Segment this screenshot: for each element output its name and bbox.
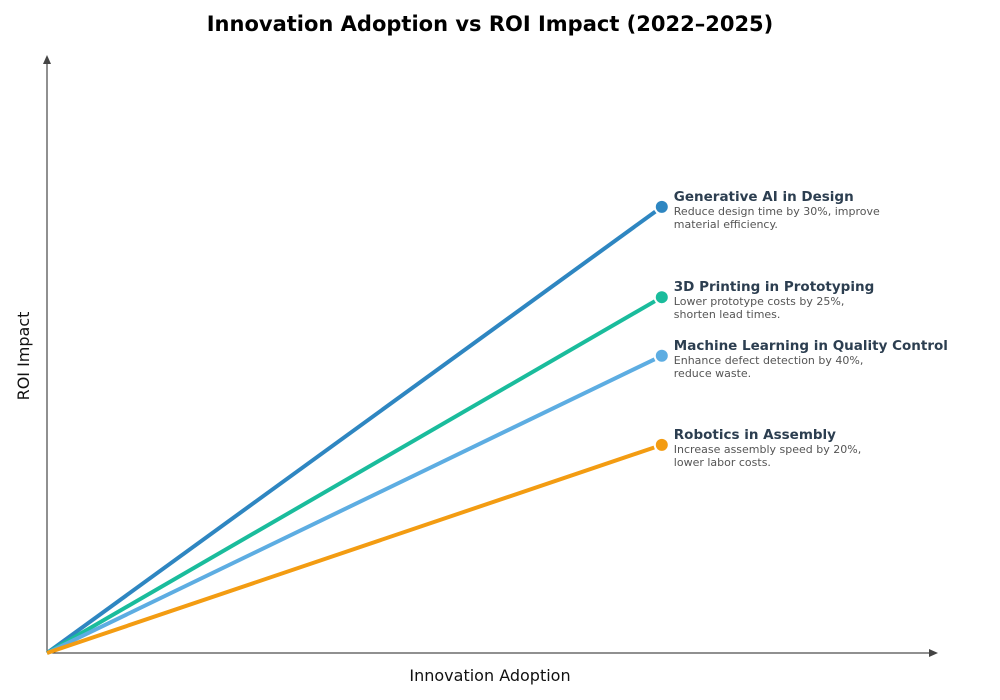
- y-axis-label: ROI Impact: [14, 312, 33, 401]
- series-description: Lower prototype costs by 25%,: [674, 295, 845, 308]
- series-line: [45, 209, 657, 655]
- series-line: [45, 299, 656, 655]
- series-label: 3D Printing in Prototyping: [674, 279, 874, 295]
- series-label: Robotics in Assembly: [674, 427, 836, 443]
- series-line: [46, 357, 656, 655]
- series-label: Machine Learning in Quality Control: [674, 338, 948, 354]
- series-description: lower labor costs.: [674, 456, 771, 469]
- series-end-marker: [655, 291, 668, 304]
- series-label: Generative AI in Design: [674, 189, 854, 205]
- series-description: Increase assembly speed by 20%,: [674, 443, 861, 456]
- y-axis-arrow-icon: [43, 55, 51, 64]
- x-axis-label: Innovation Adoption: [409, 666, 570, 685]
- series-description: material efficiency.: [674, 218, 778, 231]
- series-line: [46, 445, 655, 655]
- series-description: reduce waste.: [674, 367, 751, 380]
- series-end-marker: [655, 200, 668, 213]
- series-description: Reduce design time by 30%, improve: [674, 205, 880, 218]
- chart-title: Innovation Adoption vs ROI Impact (2022–…: [207, 12, 774, 36]
- x-axis-arrow-icon: [929, 649, 938, 657]
- series-end-marker: [655, 349, 668, 362]
- series-description: shorten lead times.: [674, 308, 781, 321]
- series-description: Enhance defect detection by 40%,: [674, 354, 864, 367]
- series-end-marker: [655, 438, 668, 451]
